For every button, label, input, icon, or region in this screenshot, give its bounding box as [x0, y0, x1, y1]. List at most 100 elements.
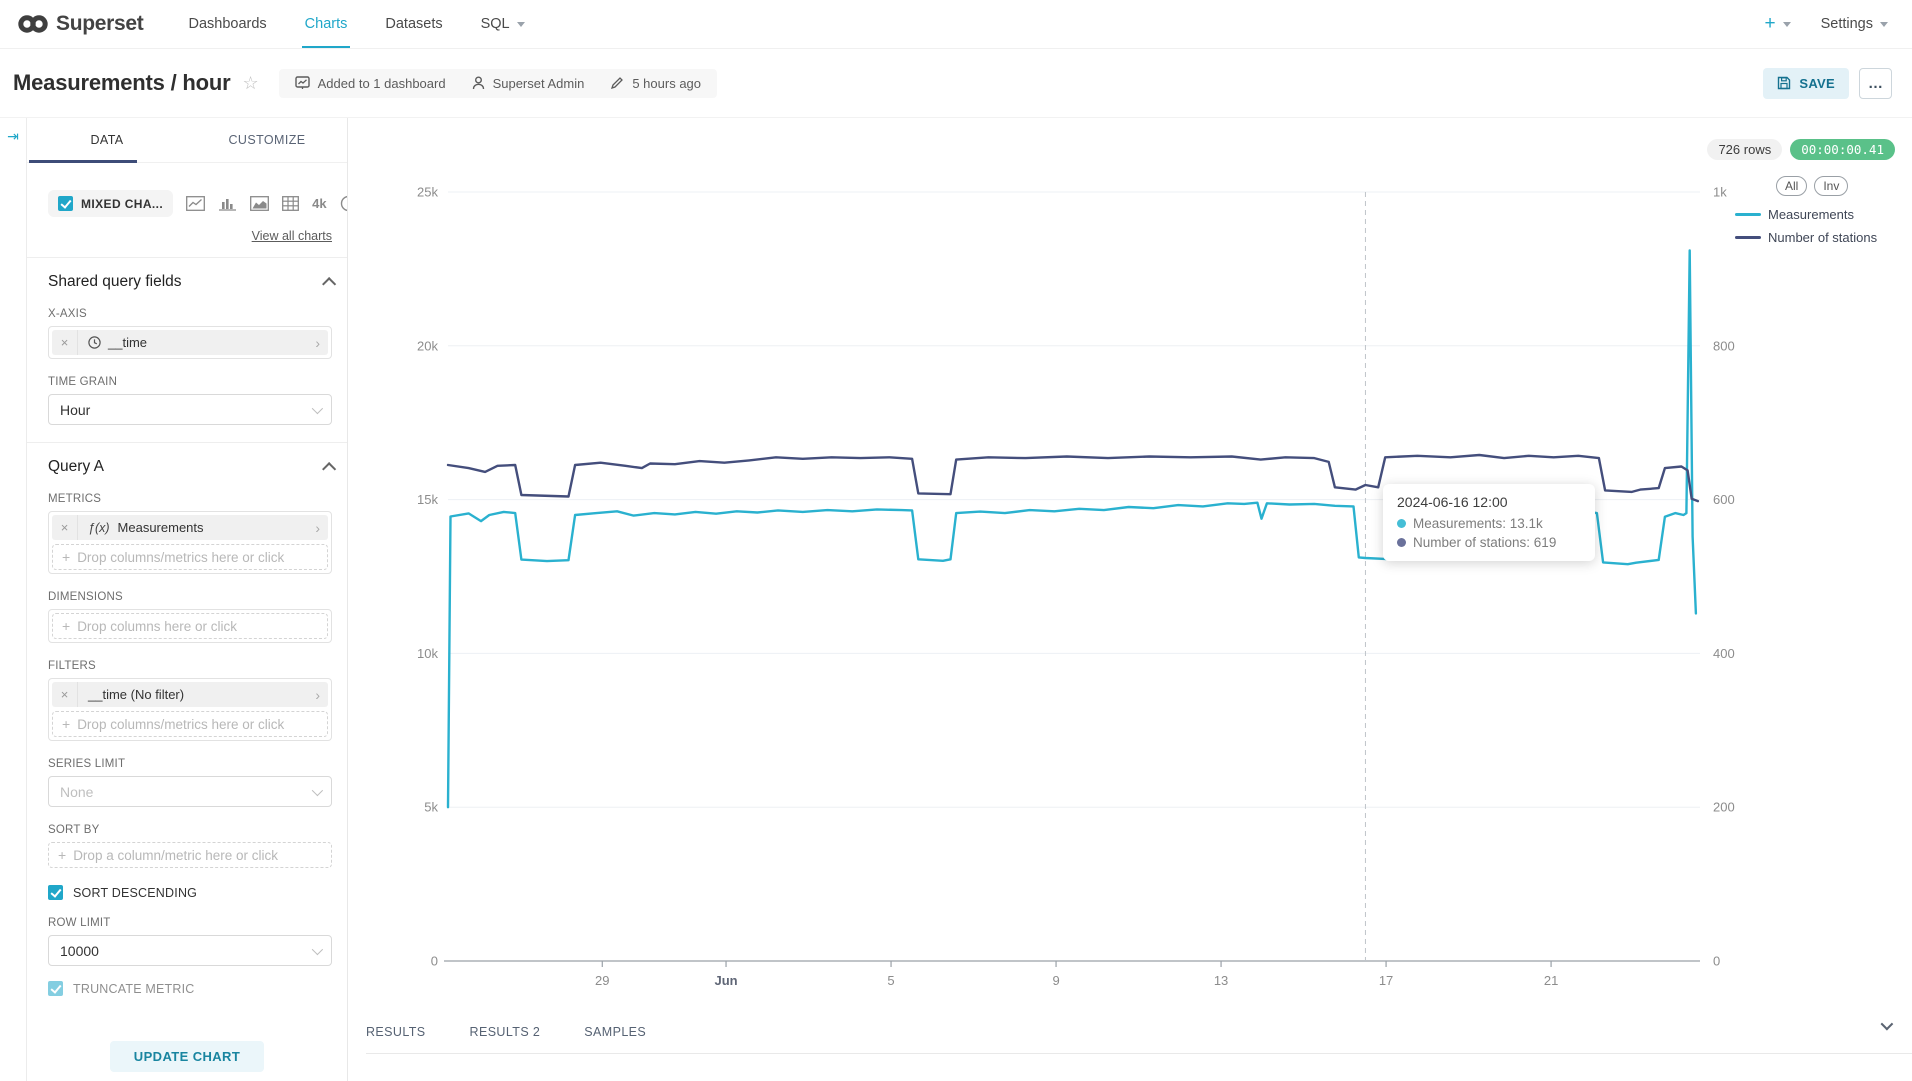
legend-all-button[interactable]: All	[1776, 176, 1808, 196]
plus-icon: +	[62, 716, 71, 732]
sort-descending-checkbox[interactable]	[48, 885, 63, 900]
divider	[366, 1053, 1912, 1054]
plus-icon: +	[58, 847, 67, 863]
chevron-down-icon	[311, 943, 324, 955]
new-item-button[interactable]: +	[1764, 13, 1791, 35]
chart-tooltip: 2024-06-16 12:00 Measurements: 13.1k Num…	[1383, 484, 1595, 561]
metrics-dropzone[interactable]: + Drop columns/metrics here or click	[52, 544, 328, 570]
series-dot-icon	[1397, 538, 1406, 547]
active-tab-indicator	[29, 160, 137, 163]
filter-field[interactable]: × __time (No filter) ›	[52, 682, 328, 707]
chevron-right-icon[interactable]: ›	[315, 519, 320, 536]
user-icon	[472, 76, 484, 90]
legend-item-stations[interactable]: Number of stations	[1735, 229, 1877, 245]
time-grain-label: TIME GRAIN	[48, 376, 118, 388]
series-limit-select[interactable]: None	[48, 776, 332, 807]
nav-sql[interactable]: SQL	[462, 0, 544, 48]
nav-charts[interactable]: Charts	[286, 0, 367, 48]
last-modified: 5 hours ago	[610, 76, 701, 91]
sort-by-dropzone[interactable]: + Drop a column/metric here or click	[48, 842, 332, 868]
legend-inv-button[interactable]: Inv	[1814, 176, 1849, 196]
svg-text:5k: 5k	[424, 800, 438, 815]
line-chart-icon[interactable]	[186, 196, 206, 211]
truncate-metric-checkbox[interactable]	[48, 981, 63, 996]
infinity-logo-icon	[18, 15, 48, 33]
legend-item-measurements[interactable]: Measurements	[1735, 206, 1877, 222]
chevron-down-icon	[1782, 21, 1791, 27]
metric-field[interactable]: × ƒ(x) Measurements ›	[52, 515, 328, 540]
update-chart-button[interactable]: UPDATE CHART	[109, 1041, 265, 1072]
tooltip-row: Measurements: 13.1k	[1397, 516, 1581, 531]
remove-icon[interactable]: ×	[52, 682, 78, 707]
remove-icon[interactable]: ×	[52, 515, 78, 540]
chevron-down-icon	[1880, 1017, 1893, 1030]
truncate-metric-row: TRUNCATE METRIC	[48, 981, 332, 996]
svg-text:17: 17	[1379, 973, 1393, 988]
dashboard-icon	[294, 76, 310, 89]
bar-chart-icon[interactable]	[218, 196, 237, 211]
x-axis-field[interactable]: × __time ›	[52, 330, 328, 355]
big-number-viz[interactable]: 4k	[312, 196, 327, 211]
dashboards-badge[interactable]: Added to 1 dashboard	[294, 76, 446, 91]
chevron-up-icon	[322, 462, 337, 477]
svg-text:9: 9	[1052, 973, 1059, 988]
remove-icon[interactable]: ×	[52, 330, 78, 355]
owner-badge[interactable]: Superset Admin	[472, 76, 584, 91]
save-button[interactable]: SAVE	[1763, 67, 1849, 99]
table-icon[interactable]	[282, 196, 300, 211]
svg-text:13: 13	[1214, 973, 1228, 988]
svg-text:5: 5	[887, 973, 894, 988]
view-all-charts-link[interactable]: View all charts	[251, 229, 332, 243]
sort-by-label: SORT BY	[48, 824, 100, 836]
chevron-down-icon	[311, 402, 324, 414]
dimensions-label: DIMENSIONS	[48, 591, 123, 603]
nav-datasets[interactable]: Datasets	[385, 16, 443, 32]
filters-dropzone[interactable]: + Drop columns/metrics here or click	[52, 711, 328, 737]
row-limit-select[interactable]: 10000	[48, 935, 332, 966]
svg-text:1k: 1k	[1713, 185, 1727, 200]
chevron-right-icon[interactable]: ›	[315, 334, 320, 351]
tab-data[interactable]: DATA	[90, 133, 124, 147]
settings-menu[interactable]: Settings	[1821, 16, 1888, 32]
tab-samples[interactable]: SAMPLES	[584, 1025, 647, 1039]
divider	[27, 442, 347, 443]
clock-icon	[88, 336, 101, 349]
plus-icon: +	[62, 618, 71, 634]
chevron-down-icon	[311, 784, 324, 796]
tab-results-2[interactable]: RESULTS 2	[469, 1025, 541, 1039]
series-limit-label: SERIES LIMIT	[48, 758, 126, 770]
dimensions-dropzone[interactable]: + Drop columns here or click	[52, 613, 328, 639]
panel-gutter: ⇥	[0, 118, 27, 1081]
legend-swatch	[1735, 235, 1761, 239]
query-a-header[interactable]: Query A	[48, 458, 337, 477]
save-floppy-icon	[1778, 76, 1791, 90]
divider	[27, 257, 347, 258]
metrics-control: × ƒ(x) Measurements › + Drop columns/met…	[48, 511, 332, 574]
tab-customize[interactable]: CUSTOMIZE	[228, 133, 306, 147]
nav-dashboards[interactable]: Dashboards	[188, 16, 267, 32]
collapse-panel-icon[interactable]: ⇥	[7, 128, 19, 144]
results-tabs: RESULTS RESULTS 2 SAMPLES	[366, 1025, 646, 1039]
panel-body: MIXED CHA...	[27, 190, 347, 996]
viz-type-selected[interactable]: MIXED CHA...	[48, 190, 174, 217]
time-grain-select[interactable]: Hour	[48, 394, 332, 425]
filters-control: × __time (No filter) › + Drop columns/me…	[48, 678, 332, 741]
collapse-results-button[interactable]	[1872, 1012, 1898, 1038]
series-dot-icon	[1397, 519, 1406, 528]
chart-header: Measurements / hour ☆ Added to 1 dashboa…	[0, 49, 1912, 118]
area-chart-icon[interactable]	[250, 196, 270, 211]
tab-results[interactable]: RESULTS	[366, 1025, 426, 1039]
pie-chart-icon[interactable]	[340, 195, 348, 212]
shared-query-fields-header[interactable]: Shared query fields	[48, 273, 337, 292]
legend-swatch	[1735, 212, 1761, 216]
chevron-right-icon[interactable]: ›	[315, 686, 320, 703]
sort-descending-row: SORT DESCENDING	[48, 885, 332, 900]
svg-text:21: 21	[1544, 973, 1558, 988]
nav-right: + Settings	[1764, 0, 1912, 48]
superset-logo[interactable]: Superset	[0, 0, 169, 48]
viz-selected-check-icon	[58, 196, 73, 211]
more-options-button[interactable]: …	[1859, 67, 1892, 99]
favorite-star-icon[interactable]: ☆	[242, 72, 259, 93]
svg-text:0: 0	[1713, 954, 1720, 969]
